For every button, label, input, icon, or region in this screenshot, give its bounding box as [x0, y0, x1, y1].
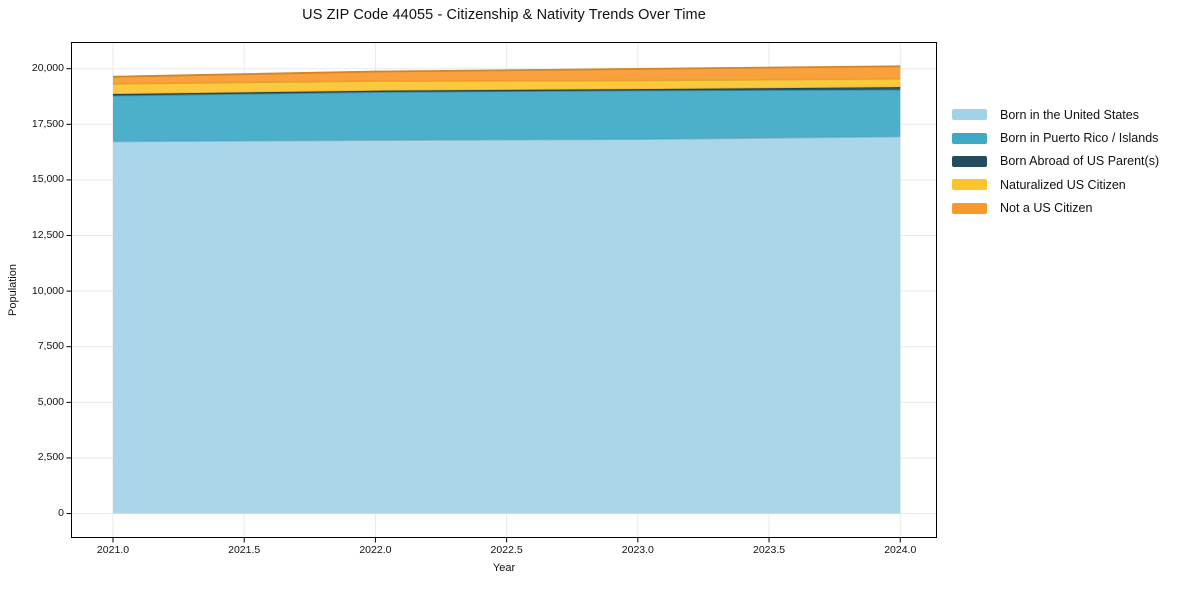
legend-swatch-born-us — [952, 109, 987, 121]
legend-item-born-abroad: Born Abroad of US Parent(s) — [952, 150, 1159, 173]
chart-title: US ZIP Code 44055 - Citizenship & Nativi… — [302, 7, 706, 23]
x-axis-label: Year — [492, 562, 516, 574]
area-series-1 — [112, 89, 901, 142]
legend-item-born-us: Born in the United States — [952, 103, 1159, 126]
y-tick-label: 10,000 — [31, 284, 64, 297]
plot-area — [66, 42, 937, 543]
legend-item-born-pr-islands: Born in Puerto Rico / Islands — [952, 126, 1159, 149]
legend-label: Born Abroad of US Parent(s) — [1000, 154, 1160, 169]
y-tick-label: 17,500 — [31, 117, 64, 130]
legend-item-naturalized: Naturalized US Citizen — [952, 173, 1159, 196]
y-tick-label: 2,500 — [37, 451, 64, 464]
x-tick-label: 2021.0 — [96, 544, 130, 556]
y-axis-label: Population — [7, 264, 19, 316]
x-tick-label: 2022.5 — [490, 544, 523, 556]
legend-swatch-not-citizen — [952, 202, 987, 214]
legend-label: Born in the United States — [1000, 107, 1139, 122]
x-tick-label: 2021.5 — [228, 544, 261, 556]
y-tick-label: 12,500 — [31, 229, 64, 241]
legend-label: Not a US Citizen — [1000, 201, 1093, 216]
legend-swatch-born-pr-islands — [952, 132, 987, 144]
x-tick-label: 2023.5 — [752, 544, 786, 556]
y-tick-label: 20,000 — [31, 62, 64, 75]
y-axis-label-wrap: Population — [2, 42, 24, 538]
y-tick-label: 7,500 — [37, 340, 64, 353]
legend: Born in the United States Born in Puerto… — [952, 103, 1159, 220]
area-series-4 — [112, 66, 901, 84]
legend-label: Naturalized US Citizen — [1000, 177, 1126, 192]
legend-swatch-born-abroad — [952, 155, 987, 167]
legend-item-not-citizen: Not a US Citizen — [952, 197, 1159, 220]
x-tick-label: 2023.0 — [621, 544, 654, 556]
legend-label: Born in Puerto Rico / Islands — [1000, 131, 1159, 146]
y-tick-label: 0 — [58, 507, 64, 520]
legend-swatch-naturalized — [952, 179, 987, 191]
y-tick-label: 15,000 — [31, 173, 64, 186]
y-tick-label: 5,000 — [37, 395, 64, 408]
plot-border — [71, 42, 937, 538]
x-tick-label: 2022.0 — [359, 544, 392, 556]
x-tick-label: 2024.0 — [884, 544, 917, 556]
area-series-0 — [112, 136, 901, 514]
area-topline-4 — [112, 65, 901, 78]
